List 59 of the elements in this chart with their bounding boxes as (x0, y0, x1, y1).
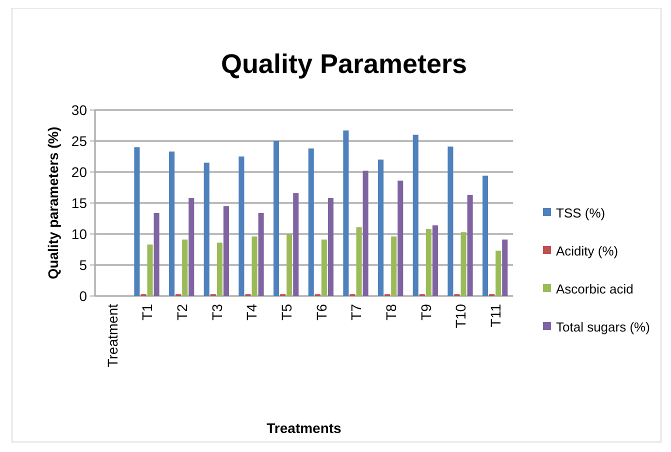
x-tick-label: T3 (208, 304, 225, 320)
bar (274, 141, 280, 296)
bar (356, 227, 362, 296)
bar (238, 156, 244, 296)
bar (169, 152, 175, 296)
bar (343, 130, 349, 296)
y-tick-label: 30 (71, 102, 88, 118)
y-tick-label: 15 (71, 194, 88, 211)
bar (362, 170, 368, 296)
bar (286, 234, 292, 296)
x-tick-label: T10 (452, 304, 469, 328)
bar (496, 250, 502, 296)
bar (378, 160, 384, 296)
bar (502, 240, 508, 296)
bar (398, 180, 404, 296)
bar (147, 244, 153, 296)
x-tick-label: T7 (348, 304, 364, 320)
x-tick-label: T9 (418, 304, 434, 320)
bar (223, 206, 229, 296)
x-tick-label: T1 (139, 304, 156, 320)
bar (432, 225, 438, 296)
bar (412, 134, 418, 296)
bar (293, 193, 299, 296)
y-axis-title: Quality parameters (%) (45, 126, 61, 280)
bar (328, 198, 334, 296)
bar (258, 212, 264, 296)
bar (460, 232, 466, 296)
bar (204, 162, 210, 296)
legend-label: Acidity (%) (556, 244, 618, 259)
bar (188, 198, 194, 296)
x-tick-label: T4 (244, 304, 260, 320)
bar (391, 236, 397, 296)
y-tick-label: 5 (79, 256, 88, 273)
bar (482, 176, 488, 296)
legend-label: TSS (%) (556, 206, 606, 221)
bar (467, 194, 473, 296)
x-tick-label: T2 (174, 304, 190, 320)
x-axis-title: Treatments (266, 420, 342, 436)
chart-title: Quality Parameters (220, 49, 468, 79)
x-tick-label: T8 (382, 304, 399, 320)
y-tick-label: 25 (71, 132, 88, 149)
bar (134, 147, 140, 296)
x-tick-label: T5 (278, 304, 294, 320)
y-tick-label: 0 (79, 288, 88, 304)
bar (182, 240, 188, 296)
bar (308, 148, 314, 296)
bar (321, 240, 327, 296)
bar (252, 236, 258, 296)
x-tick-label: T11 (487, 304, 504, 328)
y-tick-label: 10 (71, 226, 88, 242)
bar (448, 146, 454, 296)
x-tick-label: T6 (313, 304, 330, 320)
y-tick-label: 20 (71, 164, 88, 180)
legend-label: Total sugars (%) (556, 320, 650, 335)
bar (426, 229, 432, 296)
legend-label: Ascorbic acid (556, 282, 634, 297)
x-tick-label: Treatment (104, 304, 120, 368)
bar (216, 242, 222, 296)
bar (154, 212, 160, 296)
